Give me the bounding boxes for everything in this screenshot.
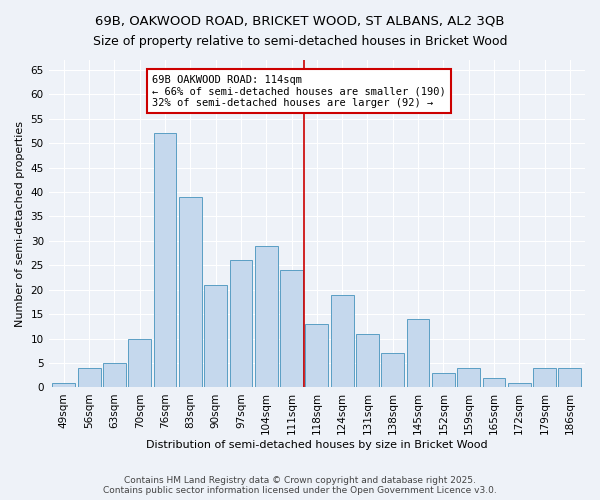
Bar [331, 294, 353, 388]
Text: 69B OAKWOOD ROAD: 114sqm
← 66% of semi-detached houses are smaller (190)
32% of : 69B OAKWOOD ROAD: 114sqm ← 66% of semi-d… [152, 74, 446, 108]
X-axis label: Distribution of semi-detached houses by size in Bricket Wood: Distribution of semi-detached houses by … [146, 440, 488, 450]
Bar [407, 319, 430, 388]
Bar [382, 353, 404, 388]
Text: Contains HM Land Registry data © Crown copyright and database right 2025.
Contai: Contains HM Land Registry data © Crown c… [103, 476, 497, 495]
Bar [280, 270, 303, 388]
Bar [179, 197, 202, 388]
Bar [305, 324, 328, 388]
Bar [255, 246, 278, 388]
Bar [154, 134, 176, 388]
Bar [78, 368, 101, 388]
Y-axis label: Number of semi-detached properties: Number of semi-detached properties [15, 120, 25, 326]
Bar [128, 338, 151, 388]
Bar [457, 368, 480, 388]
Bar [204, 285, 227, 388]
Bar [508, 382, 530, 388]
Bar [230, 260, 253, 388]
Text: 69B, OAKWOOD ROAD, BRICKET WOOD, ST ALBANS, AL2 3QB: 69B, OAKWOOD ROAD, BRICKET WOOD, ST ALBA… [95, 15, 505, 28]
Bar [52, 382, 75, 388]
Bar [482, 378, 505, 388]
Bar [432, 373, 455, 388]
Bar [533, 368, 556, 388]
Bar [103, 363, 126, 388]
Text: Size of property relative to semi-detached houses in Bricket Wood: Size of property relative to semi-detach… [93, 35, 507, 48]
Bar [559, 368, 581, 388]
Bar [356, 334, 379, 388]
